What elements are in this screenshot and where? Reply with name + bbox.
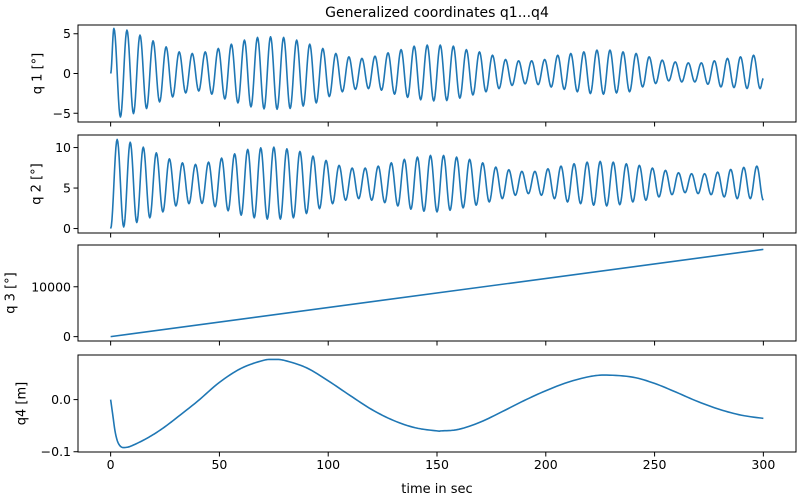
y-tick-label: 5 <box>63 26 71 41</box>
series-line-q4 <box>109 358 764 449</box>
series-line-q1 <box>109 27 764 118</box>
y-tick-label: −5 <box>53 106 71 121</box>
x-tick-label: 150 <box>425 457 449 472</box>
subplot-4: 0 50 100 150 200 250 300 −0.1 0.0 q4 [m] <box>15 354 797 472</box>
x-tick-label: 0 <box>107 457 115 472</box>
y-tick-label: 0 <box>63 66 71 81</box>
x-axis-label: time in sec <box>401 482 472 497</box>
x-tick-label: 200 <box>534 457 558 472</box>
y-axis-label: q 2 [°] <box>30 163 45 204</box>
axes-frame <box>77 354 797 453</box>
y-tick-label: 5 <box>63 181 71 196</box>
y-tick-label: 10 <box>55 140 71 155</box>
y-tick-label: 0.0 <box>51 392 71 407</box>
y-tick-label: −0.1 <box>41 444 71 459</box>
series-line-q2 <box>109 138 764 229</box>
subplot-1: −5 0 5 q 1 [°] <box>31 24 797 127</box>
x-tick-label: 300 <box>751 457 775 472</box>
y-axis-label: q 1 [°] <box>31 53 46 94</box>
x-tick-label: 250 <box>643 457 667 472</box>
series-line-q3 <box>110 248 764 338</box>
y-axis-label: q 3 [°] <box>4 272 19 313</box>
y-tick-label: 0 <box>63 329 71 344</box>
y-tick-label: 10000 <box>31 279 71 294</box>
subplot-3: 0 10000 q 3 [°] <box>4 244 797 346</box>
y-tick-label: 0 <box>63 221 71 236</box>
x-tick-label: 50 <box>211 457 227 472</box>
figure-title: Generalized coordinates q1...q4 <box>325 5 549 21</box>
x-tick-label: 100 <box>316 457 340 472</box>
subplot-2: 0 5 10 q 2 [°] <box>30 134 797 238</box>
y-axis-label: q4 [m] <box>15 382 30 425</box>
